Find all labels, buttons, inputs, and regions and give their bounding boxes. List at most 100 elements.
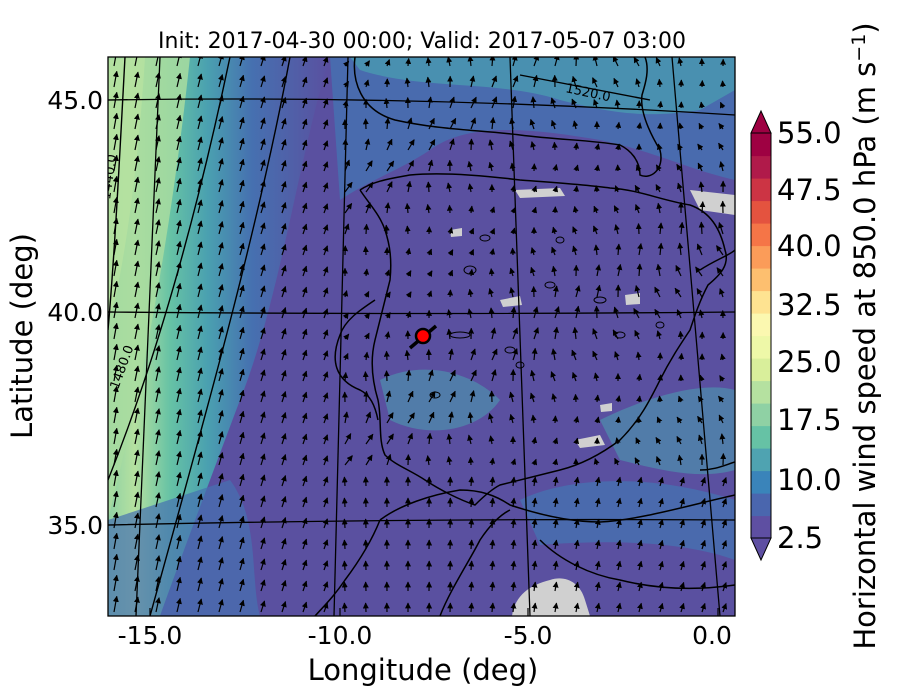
wind-arrow [176,345,182,361]
wind-arrow [487,413,494,424]
wind-arrow [593,372,600,382]
wind-arrow [133,134,140,151]
wind-arrow [467,183,474,193]
wind-arrow [634,285,641,298]
wind-arrow [634,457,641,466]
wind-arrow [489,581,496,592]
wind-arrow [550,97,557,109]
wind-arrow [155,177,161,193]
wind-arrow [508,391,515,403]
wind-vectors [112,57,728,613]
wind-arrow [635,416,642,424]
wind-arrow [301,328,308,340]
wind-arrow [197,367,203,382]
wind-arrow [428,391,436,403]
wind-arrow [635,78,641,88]
wind-arrow [594,518,601,529]
wind-arrow [593,99,599,109]
wind-arrow [530,96,537,109]
wind-arrow [573,164,580,172]
wind-arrow [280,391,287,403]
wind-arrow [721,477,728,487]
wind-arrow [572,326,579,340]
wind-arrow [341,560,348,571]
wind-arrow [363,390,370,403]
x-tick-label: -5.0 [504,621,553,650]
wind-arrow [197,136,203,151]
wind-arrow [697,162,704,172]
colorbar-segment [751,133,771,157]
wind-arrow [615,243,622,256]
wind-arrow [155,345,161,361]
wind-arrow [488,435,495,445]
wind-arrow [449,369,456,382]
wind-arrow [260,369,266,382]
wind-arrow [679,497,685,508]
wind-arrow [176,471,182,487]
wind-arrow [218,158,224,172]
wind-arrow [488,307,495,319]
wind-arrow [700,476,706,487]
wind-arrow [552,458,559,466]
wind-arrow [552,415,559,424]
wind-arrow [655,184,662,193]
wind-arrow [197,346,203,361]
wind-arrow [637,497,643,508]
wind-arrow [239,95,245,109]
wind-arrow [239,158,245,172]
wind-arrow [615,560,622,571]
wind-arrow [322,77,329,88]
wind-arrow [698,122,705,130]
wind-arrow [280,286,287,298]
wind-arrow [218,368,224,382]
wind-arrow [531,560,538,571]
wind-arrow [697,415,704,424]
wind-arrow [695,266,703,277]
wind-arrow [155,450,161,466]
wind-arrow [341,476,348,487]
wind-arrow [512,75,519,88]
wind-arrow [112,343,119,361]
wind-arrow [362,371,369,382]
wind-arrow [572,205,579,214]
wind-arrow [176,240,182,256]
wind-arrow [509,162,516,172]
wind-arrow [551,393,558,403]
wind-arrow [176,597,182,613]
wind-arrow [697,434,704,445]
wind-arrow [635,164,642,172]
map-panel: 1520.0 1480.0 1440.0 [108,57,735,616]
wind-arrow [529,118,536,130]
wind-arrow [678,221,685,235]
wind-arrow [700,602,706,613]
wind-arrow [657,374,664,382]
wind-arrow [176,513,182,529]
wind-arrow [531,602,538,613]
wind-arrow [573,602,580,613]
wind-arrow [301,601,308,613]
wind-arrow [676,416,683,424]
wind-arrow [301,223,308,235]
wind-arrow [658,518,664,529]
wind-arrow [635,437,642,445]
wind-arrow [239,389,245,403]
wind-arrow [176,303,182,319]
wind-arrow [239,179,245,193]
wind-arrow [467,288,474,298]
wind-arrow [301,412,308,424]
wind-arrow [719,161,725,172]
wind-arrow [696,288,703,298]
wind-arrow [593,244,600,256]
wind-arrow [656,395,663,403]
wind-arrow [614,185,621,193]
wind-arrow [112,322,119,340]
wind-arrow [614,437,621,445]
wind-arrow [218,74,224,88]
wind-arrow [488,268,495,277]
wind-arrow [636,373,643,382]
wind-arrow [260,411,266,424]
wind-arrow [260,495,266,508]
x-tick-label: -10.0 [308,621,373,650]
wind-arrow [468,268,475,277]
wind-arrow [634,184,641,193]
